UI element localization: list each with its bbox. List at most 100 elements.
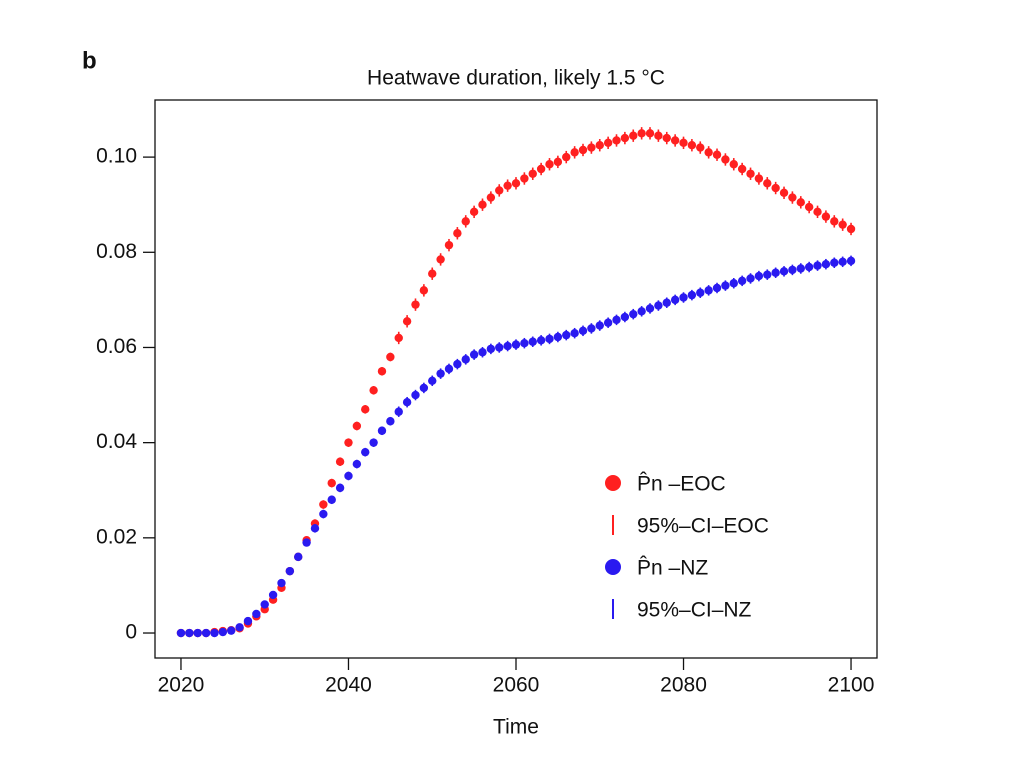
x-tick-label: 2100 [828,674,875,697]
point [729,160,738,169]
legend-marker [605,559,621,575]
point [444,364,454,374]
point [361,405,370,414]
point [394,407,403,416]
point [461,355,470,364]
y-tick-label: 0.02 [96,525,137,548]
point [562,330,571,340]
point [645,304,655,313]
point [218,627,228,637]
point [210,628,219,638]
y-tick-label: 0.06 [96,335,137,358]
x-tick-label: 2080 [660,674,707,697]
chart-title: Heatwave duration, likely 1.5 °C [367,67,665,90]
point [562,152,571,162]
point [603,318,613,327]
point [302,538,311,547]
x-tick-label: 2040 [325,674,372,697]
panel-label: b [82,47,97,74]
point [419,286,429,295]
point [779,267,789,276]
y-tick-label: 0.04 [96,430,137,453]
point [729,279,738,288]
point [654,301,663,310]
point [704,148,713,157]
point [369,438,378,447]
point [436,369,445,378]
point [319,500,328,509]
point [185,628,194,638]
point [486,193,496,202]
point [294,552,303,562]
point [402,398,412,407]
point [520,174,529,183]
point [712,283,722,293]
point [252,609,261,619]
point [536,336,546,345]
y-tick-label: 0.10 [96,145,137,168]
point [419,383,429,393]
point [846,224,856,234]
point [712,150,722,159]
point [394,333,403,343]
point [796,264,805,273]
point [763,270,772,279]
point [553,157,563,167]
legend-marker [605,475,621,491]
point [754,174,764,183]
point [704,286,713,295]
x-tick-label: 2060 [493,674,540,697]
point [352,421,362,431]
point [804,202,814,212]
point [235,623,244,632]
point [578,326,588,336]
point [779,188,789,198]
point [327,495,336,504]
point [503,181,512,190]
point [545,160,554,169]
point [696,143,705,152]
point [520,338,529,348]
point [511,340,521,349]
point [436,255,445,264]
point [528,169,537,178]
point [386,352,395,362]
point [821,212,831,221]
point [176,628,186,638]
y-tick-label: 0 [125,621,137,644]
point [335,457,345,466]
point [662,298,671,307]
point [402,317,412,326]
point [545,334,554,344]
point [737,164,747,174]
point [243,616,253,626]
point [687,290,697,300]
point [662,133,671,143]
point [444,240,454,250]
point [277,578,286,588]
point [386,417,395,426]
point [268,590,278,600]
point [629,309,638,319]
point [595,141,604,150]
point [495,343,504,352]
point [771,268,780,277]
point [629,131,638,140]
point [670,295,680,305]
point [570,328,579,338]
point [578,145,588,155]
point [746,274,755,283]
point [260,600,269,609]
legend-label: P̂n –EOC [637,472,726,495]
point [377,367,387,376]
point [428,376,437,385]
point [637,129,646,138]
point [352,459,362,469]
point [687,141,697,150]
x-axis-label: Time [493,716,539,739]
point [327,478,336,488]
point [737,276,747,286]
point [453,359,462,369]
point [612,315,621,325]
point [511,179,521,188]
